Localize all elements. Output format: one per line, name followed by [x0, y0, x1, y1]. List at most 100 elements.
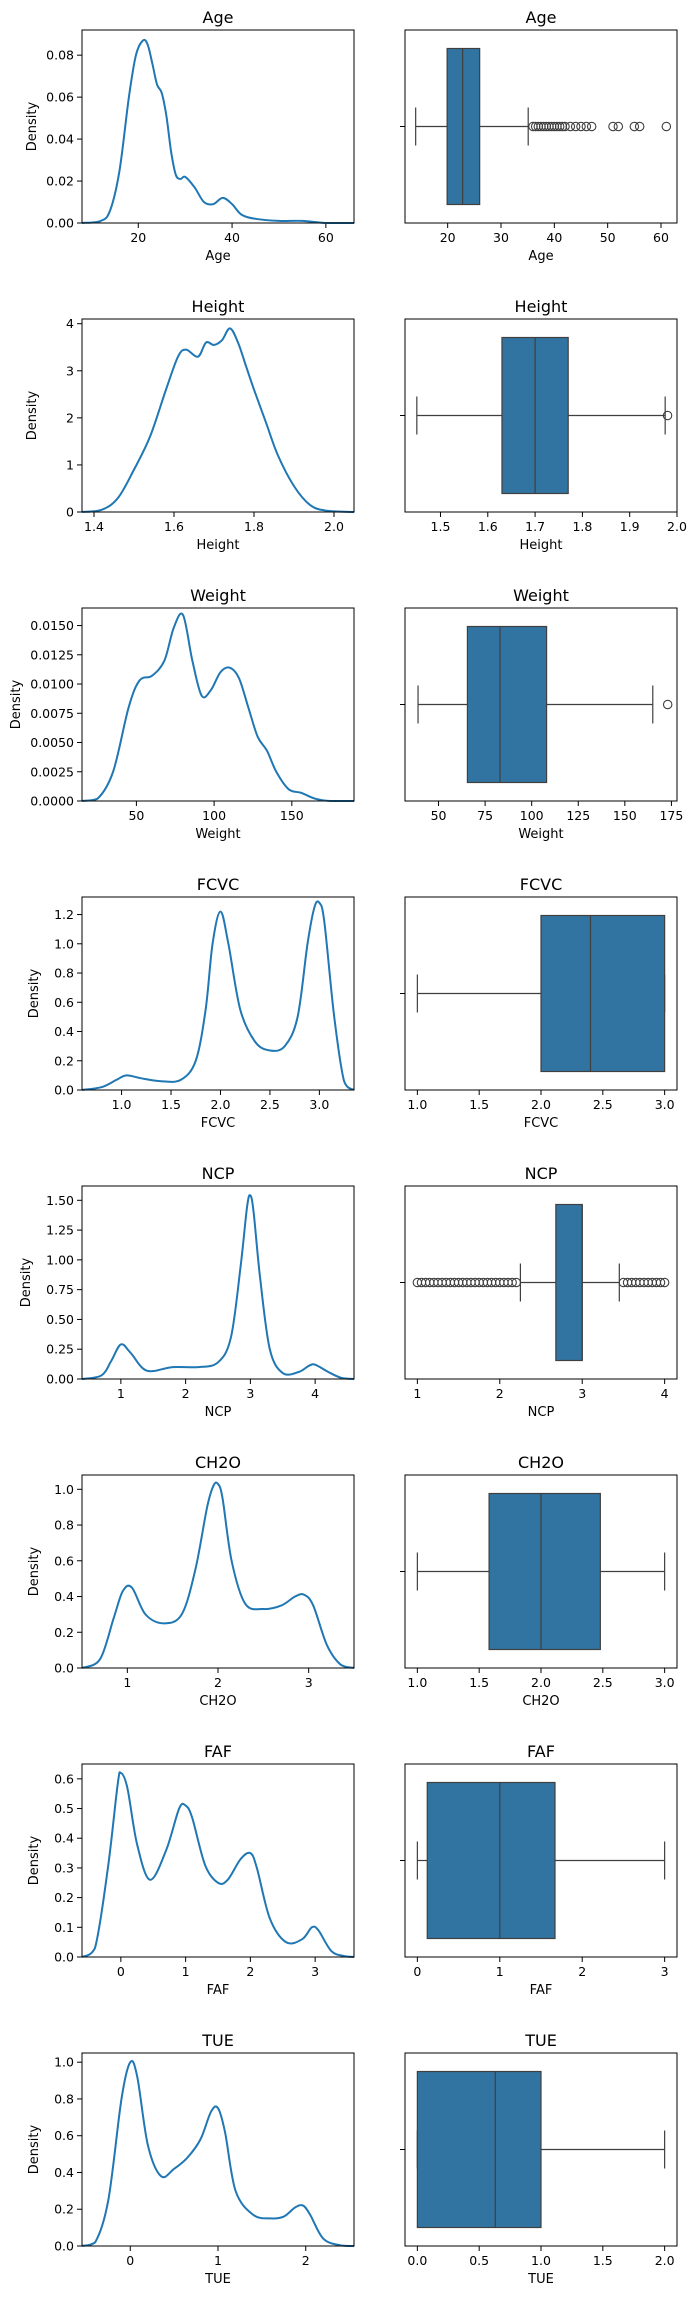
panel-title: Age [526, 8, 557, 27]
density-curve [81, 612, 354, 803]
x-tick-label: 2 [302, 2253, 310, 2268]
x-tick-label: 1.0 [407, 1675, 427, 1690]
y-tick-label: 0.1 [54, 1920, 74, 1935]
iqr-box [446, 47, 481, 206]
box-panel-fcvc: FCVC 1.0 1.5 2.0 2.5 3.0 FCVC [400, 875, 678, 1131]
outlier-point [570, 121, 581, 132]
x-tick-label: 0 [126, 2253, 134, 2268]
x-tick-label: 2.0 [655, 2253, 675, 2268]
x-tick-label: 40 [546, 230, 562, 245]
x-tick-label: 2.0 [211, 1097, 231, 1112]
x-tick-label: 1 [496, 1964, 504, 1979]
x-tick-label: 60 [318, 230, 334, 245]
panel-title: FAF [527, 1742, 555, 1761]
x-axis-label: Height [520, 538, 563, 553]
y-tick-label: 0.3 [54, 1860, 74, 1875]
x-tick-label: 1.8 [572, 519, 592, 534]
y-tick-label: 0.6 [54, 2128, 74, 2143]
outlier-point [634, 121, 645, 132]
y-tick-label: 1.2 [54, 907, 74, 922]
x-tick-label: 2.0 [667, 519, 687, 534]
x-axis-label: Height [197, 538, 240, 553]
y-tick-label: 0 [66, 505, 74, 520]
y-tick-label: 0.6 [54, 1553, 74, 1568]
panel-title: FCVC [520, 875, 563, 894]
x-axis-label: FAF [207, 1983, 230, 1998]
axes-frame [404, 1185, 678, 1380]
outlier-point [661, 121, 672, 132]
axes-frame [81, 607, 355, 802]
kde-panel-fcvc: FCVC 1.0 1.5 2.0 2.5 3.0 FCVC 0.0 0.2 0.4 0.6 0.8 1.… [27, 875, 355, 1131]
y-tick-label: 4 [66, 316, 74, 331]
box-panel-height: Height 1.5 1.6 1.7 1.8 1.9 2.0 Height [400, 297, 687, 553]
x-tick-label: 100 [520, 808, 544, 823]
y-tick-label: 0.4 [54, 1024, 74, 1039]
x-axis-label: CH2O [199, 1694, 236, 1709]
x-tick-label: 1 [182, 1964, 190, 1979]
x-tick-label: 50 [128, 808, 144, 823]
x-tick-label: 50 [431, 808, 447, 823]
x-tick-label: 2 [182, 1386, 190, 1401]
panel-title: FAF [204, 1742, 232, 1761]
panel-title: Age [203, 8, 234, 27]
x-tick-label: 2 [246, 1964, 254, 1979]
outlier-point [565, 121, 576, 132]
iqr-box [466, 625, 548, 784]
y-axis-label: Density [27, 2124, 42, 2174]
panel-title: NCP [525, 1164, 558, 1183]
outlier-point [655, 1277, 666, 1288]
y-tick-label: 0.0025 [30, 764, 74, 779]
panel-title: Weight [190, 586, 246, 605]
box-panel-ncp: NCP 1 2 3 4 NCP [400, 1164, 678, 1420]
x-tick-label: 40 [224, 230, 240, 245]
x-tick-label: 1.6 [164, 519, 184, 534]
density-curve [81, 1771, 355, 1958]
y-tick-label: 0.0100 [30, 677, 74, 692]
x-tick-label: 20 [130, 230, 146, 245]
axes-frame [404, 896, 678, 1091]
y-tick-label: 0.0 [54, 1083, 74, 1098]
x-tick-label: 2.5 [593, 1097, 613, 1112]
x-axis-label: Age [528, 249, 553, 264]
y-tick-label: 0.6 [54, 995, 74, 1010]
x-tick-label: 3 [246, 1386, 254, 1401]
x-tick-label: 4 [661, 1386, 669, 1401]
y-axis-label: Density [9, 679, 24, 729]
x-tick-label: 75 [477, 808, 493, 823]
axes-frame [81, 2052, 355, 2247]
y-tick-label: 0.6 [54, 1771, 74, 1786]
x-tick-label: 1.0 [407, 1097, 427, 1112]
x-tick-label: 100 [202, 808, 226, 823]
y-axis-label: Density [19, 1257, 34, 1307]
x-axis-label: TUE [204, 2272, 231, 2287]
y-tick-label: 0.08 [46, 48, 74, 63]
x-tick-label: 125 [566, 808, 590, 823]
axes-frame [404, 318, 678, 513]
y-tick-label: 0.0050 [30, 735, 74, 750]
x-tick-label: 2.0 [531, 1675, 551, 1690]
y-tick-label: 0.0 [54, 1950, 74, 1965]
x-tick-label: 1.0 [531, 2253, 551, 2268]
y-tick-label: 0.0 [54, 1661, 74, 1676]
y-tick-label: 0.8 [54, 2091, 74, 2106]
x-tick-label: 50 [600, 230, 616, 245]
axes-frame [404, 607, 678, 802]
x-axis-label: FCVC [201, 1116, 236, 1131]
axes-frame [404, 2052, 678, 2247]
axes-frame [404, 29, 678, 224]
kde-panel-weight: Weight 50 100 150 Weight 0.0000 0.0025 0.0050 0.… [9, 586, 355, 842]
y-tick-label: 0.4 [54, 2165, 74, 2180]
x-axis-label: Weight [518, 827, 563, 842]
kde-panel-height: Height 1.4 1.6 1.8 2.0 Height 0 1 2 3 4 Density [25, 297, 355, 553]
kde-panel-age: Age 20 40 60 Age 0.00 0.02 0.04 0.06 0.08 Density [25, 8, 355, 264]
y-tick-label: 0.0150 [30, 618, 74, 633]
y-tick-label: 1.00 [46, 1252, 74, 1267]
y-tick-label: 1.25 [46, 1223, 74, 1238]
density-curve [81, 327, 355, 513]
x-tick-label: 30 [493, 230, 509, 245]
outlier-point [629, 121, 640, 132]
panel-title: FCVC [197, 875, 240, 894]
y-tick-label: 0.50 [46, 1312, 74, 1327]
x-tick-label: 150 [280, 808, 304, 823]
x-tick-label: 0 [413, 1964, 421, 1979]
